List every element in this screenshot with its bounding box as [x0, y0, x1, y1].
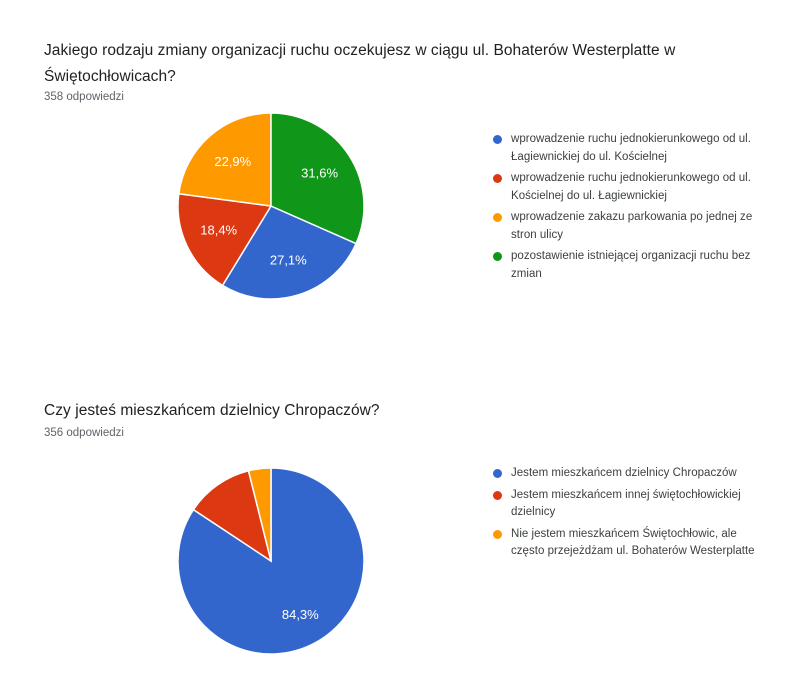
- legend-item-label: Jestem mieszkańcem innej świętochłowicki…: [511, 488, 741, 519]
- pie-graphic: 84,3%: [177, 467, 365, 655]
- legend-item[interactable]: wprowadzenie ruchu jednokierunkowego od …: [493, 170, 773, 205]
- pie-svg-2: 84,3%: [177, 467, 365, 655]
- chart-legend[interactable]: wprowadzenie ruchu jednokierunkowego od …: [493, 131, 773, 287]
- pie-slice-percent-label: 27,1%: [270, 253, 307, 268]
- legend-item[interactable]: Nie jestem mieszkańcem Świętochłowic, al…: [493, 526, 773, 561]
- chart-legend[interactable]: Jestem mieszkańcem dzielnicy Chropaczów J…: [493, 465, 773, 565]
- legend-bullet-icon: [493, 135, 502, 144]
- legend-bullet-icon: [493, 490, 502, 500]
- pie-slice[interactable]: [177, 112, 272, 207]
- pie-slice-labels: 84,3%: [282, 607, 319, 622]
- pie-slices[interactable]: [177, 112, 365, 300]
- legend-bullet-icon: [493, 469, 502, 478]
- pie-slice[interactable]: [247, 467, 272, 562]
- response-count: 358 odpowiedzi: [44, 91, 124, 103]
- pie-slice-percent-label: 84,3%: [282, 607, 319, 622]
- response-count: 356 odpowiedzi: [44, 427, 124, 439]
- pie-slice-percent-label: 18,4%: [200, 222, 237, 237]
- legend-item-label: Jestem mieszkańcem dzielnicy Chropaczów: [511, 467, 737, 479]
- legend-item[interactable]: wprowadzenie zakazu parkowania po jednej…: [493, 209, 773, 244]
- legend-bullet-icon: [493, 213, 502, 222]
- legend-bullet-icon: [493, 174, 502, 183]
- legend-item-label: pozostawienie istniejącej organizacji ru…: [511, 250, 751, 280]
- pie-slice[interactable]: [270, 112, 365, 245]
- pie-slice-labels: 27,1% 18,4% 22,9% 31,6%: [200, 154, 338, 268]
- pie-chart-2: 84,3% Jestem mieszkańcem dzielnicy Chrop…: [0, 355, 787, 685]
- pie-chart-1: 27,1% 18,4% 22,9% 31,6% wprowadzenie ruchu …: [0, 0, 787, 330]
- legend-bullet-icon: [493, 252, 502, 261]
- legend-item-label: Nie jestem mieszkańcem Świętochłowic, al…: [511, 527, 755, 558]
- legend-item[interactable]: wprowadzenie ruchu jednokierunkowego od …: [493, 131, 773, 166]
- legend-item-label: wprowadzenie zakazu parkowania po jednej…: [511, 211, 753, 241]
- pie-slice[interactable]: [177, 192, 273, 287]
- pie-svg-1: 27,1% 18,4% 22,9% 31,6%: [177, 112, 365, 300]
- pie-slice[interactable]: [192, 469, 273, 563]
- page-title: Czy jesteś mieszkańcem dzielnicy Chropac…: [44, 402, 380, 419]
- page-title: Jakiego rodzaju zmiany organizacji ruchu…: [44, 42, 676, 85]
- legend-item-label: wprowadzenie ruchu jednokierunkowego od …: [511, 133, 751, 163]
- pie-slices[interactable]: [177, 467, 365, 655]
- legend-bullet-icon: [493, 529, 502, 539]
- pie-slice-percent-label: 22,9%: [214, 154, 251, 169]
- legend-item[interactable]: pozostawienie istniejącej organizacji ru…: [493, 248, 773, 283]
- legend-item[interactable]: Jestem mieszkańcem innej świętochłowicki…: [493, 487, 773, 522]
- legend-item[interactable]: Jestem mieszkańcem dzielnicy Chropaczów: [493, 465, 773, 483]
- legend-item-label: wprowadzenie ruchu jednokierunkowego od …: [511, 172, 751, 202]
- pie-graphic: 27,1% 18,4% 22,9% 31,6%: [177, 112, 365, 300]
- pie-slice-percent-label: 31,6%: [301, 166, 338, 181]
